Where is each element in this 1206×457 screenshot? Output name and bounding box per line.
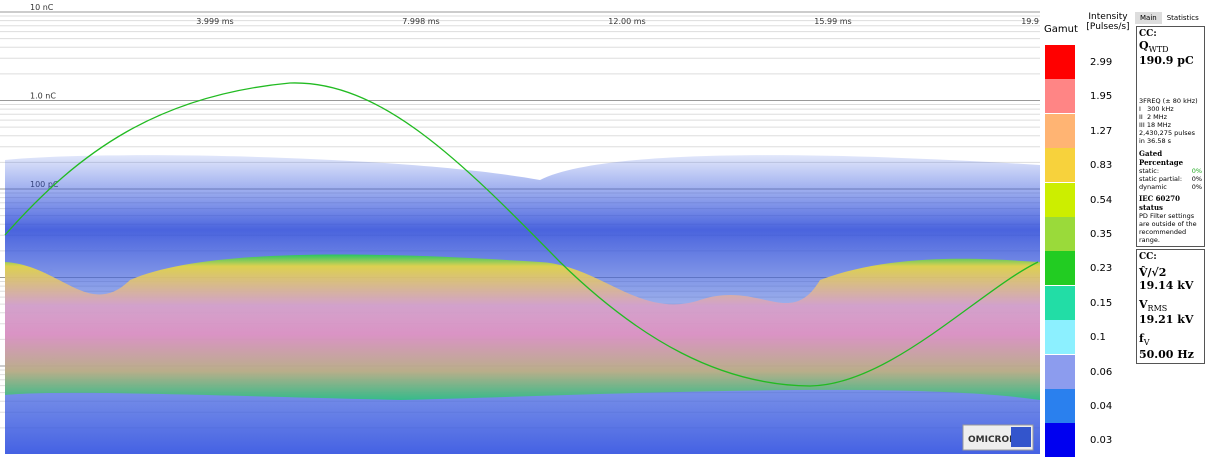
- gamut: Gamut Intensity [Pulses/s] 2.99 1.95 1.27 0…: [1040, 0, 1135, 457]
- label: Gated Percentage: [1139, 149, 1184, 168]
- gamut-swatch: [1045, 389, 1075, 423]
- gated: static: 0% static partial: 0% dynamic 0%: [1139, 167, 1202, 191]
- tab[interactable]: Main: [1135, 12, 1162, 24]
- label: Q: [1139, 39, 1149, 52]
- gamut-label: 0.35: [1090, 229, 1113, 240]
- value: 19.14 kV: [1139, 279, 1194, 293]
- gamut-swatch: [1045, 182, 1075, 217]
- gamut-swatch: [1045, 79, 1075, 114]
- gated-row: static partial: 0%: [1139, 175, 1202, 183]
- label: RMS: [1147, 304, 1168, 314]
- value: 50.00 Hz: [1139, 347, 1194, 361]
- label: CC:: [1139, 29, 1157, 39]
- gamut-label: 0.04: [1090, 401, 1113, 412]
- intensity-header: Intensity [Pulses/s]: [1086, 12, 1130, 32]
- iec-text: PD Filter settings are outside of the re…: [1139, 212, 1197, 245]
- gamut-label: 0.15: [1090, 297, 1113, 309]
- discharge-band: [5, 254, 1040, 400]
- gamut-swatch: [1045, 113, 1075, 148]
- freq-info: 3FREQ (± 80 kHz) I 300 kHz II 2 MHz III 18 …: [1139, 97, 1202, 145]
- gamut-swatch: [1045, 148, 1075, 183]
- freq-line: II 2 MHz: [1139, 113, 1168, 122]
- gamut-label: 0.03: [1090, 435, 1113, 447]
- label: f: [1139, 332, 1144, 346]
- y-label: 1.0 nC: [30, 92, 56, 101]
- label: V: [1139, 298, 1148, 312]
- gated-value: 0%: [1191, 167, 1202, 176]
- gamut-swatch: [1045, 320, 1075, 355]
- side-panel: Main Statistics CC: QWTD 190.9 pC 3FREQ …: [1135, 0, 1206, 454]
- gamut-swatch: [1045, 423, 1075, 457]
- label: IEC 60270 status: [1139, 194, 1180, 213]
- tabs: Main Statistics: [1135, 12, 1206, 24]
- gamut-label: 0.23: [1090, 263, 1113, 275]
- tab[interactable]: Statistics: [1166, 14, 1199, 22]
- label: V: [1143, 338, 1150, 348]
- gated-label: static partial:: [1139, 175, 1183, 184]
- x-label: 7.998 ms: [402, 17, 439, 26]
- freq-line: 2,430,275 pulses: [1139, 129, 1195, 138]
- label: CC:: [1139, 252, 1157, 263]
- gamut-label: 0.54: [1090, 194, 1113, 206]
- gamut-swatch: [1045, 217, 1075, 251]
- label: WTD: [1148, 45, 1169, 55]
- gamut-swatch: [1045, 45, 1075, 79]
- freq-line: I 300 kHz: [1139, 105, 1174, 114]
- gated-label: dynamic: [1139, 183, 1167, 192]
- value: 190.9 pC: [1139, 54, 1194, 68]
- gamut-label: 1.27: [1090, 125, 1113, 137]
- gamut-label: 0.06: [1090, 366, 1113, 378]
- gamut-label: 0.1: [1090, 332, 1106, 344]
- gated-value: 0%: [1191, 175, 1202, 184]
- gamut-label: 0.83: [1090, 160, 1113, 172]
- gamut-label: 1.95: [1090, 91, 1113, 103]
- logo: OMICRON: [968, 435, 1017, 445]
- gamut-swatch: [1045, 251, 1075, 286]
- x-label: 3.999 ms: [196, 17, 233, 26]
- freq-line: 3FREQ (± 80 kHz): [1139, 97, 1198, 106]
- voltage-box: CC: V̂/√2 19.14 kV VRMS 19.21 kV fV 50.0…: [1136, 249, 1205, 364]
- charge-box: CC: QWTD 190.9 pC 3FREQ (± 80 kHz) I 300 …: [1136, 26, 1205, 248]
- x-label: 19.9: [1021, 17, 1039, 26]
- value: 19.21 kV: [1139, 313, 1194, 327]
- x-label: 15.99 ms: [814, 17, 851, 26]
- label: V̂/√2: [1139, 266, 1167, 280]
- gamut-title: Gamut: [1044, 24, 1078, 35]
- gamut-swatch: [1045, 354, 1075, 389]
- prpd-plot: 10 nC1.0 nC100 pC10 pC1.0 pC3.999 ms7.99…: [0, 3, 1040, 454]
- gated-label: static:: [1139, 167, 1160, 176]
- y-label: 10 nC: [30, 3, 54, 12]
- gated-row: static: 0%: [1139, 167, 1202, 175]
- voltage-sine: [4, 82, 1039, 387]
- freq-line: III 18 MHz: [1139, 121, 1172, 130]
- gamut-swatch: [1045, 285, 1075, 320]
- gated-value: 0%: [1191, 183, 1202, 192]
- gamut-label: 2.99: [1090, 57, 1113, 68]
- freq-line: in 36.58 s: [1139, 137, 1172, 146]
- x-label: 12.00 ms: [608, 17, 645, 26]
- gated-row: dynamic 0%: [1139, 183, 1202, 191]
- logo-icon: [1011, 427, 1031, 447]
